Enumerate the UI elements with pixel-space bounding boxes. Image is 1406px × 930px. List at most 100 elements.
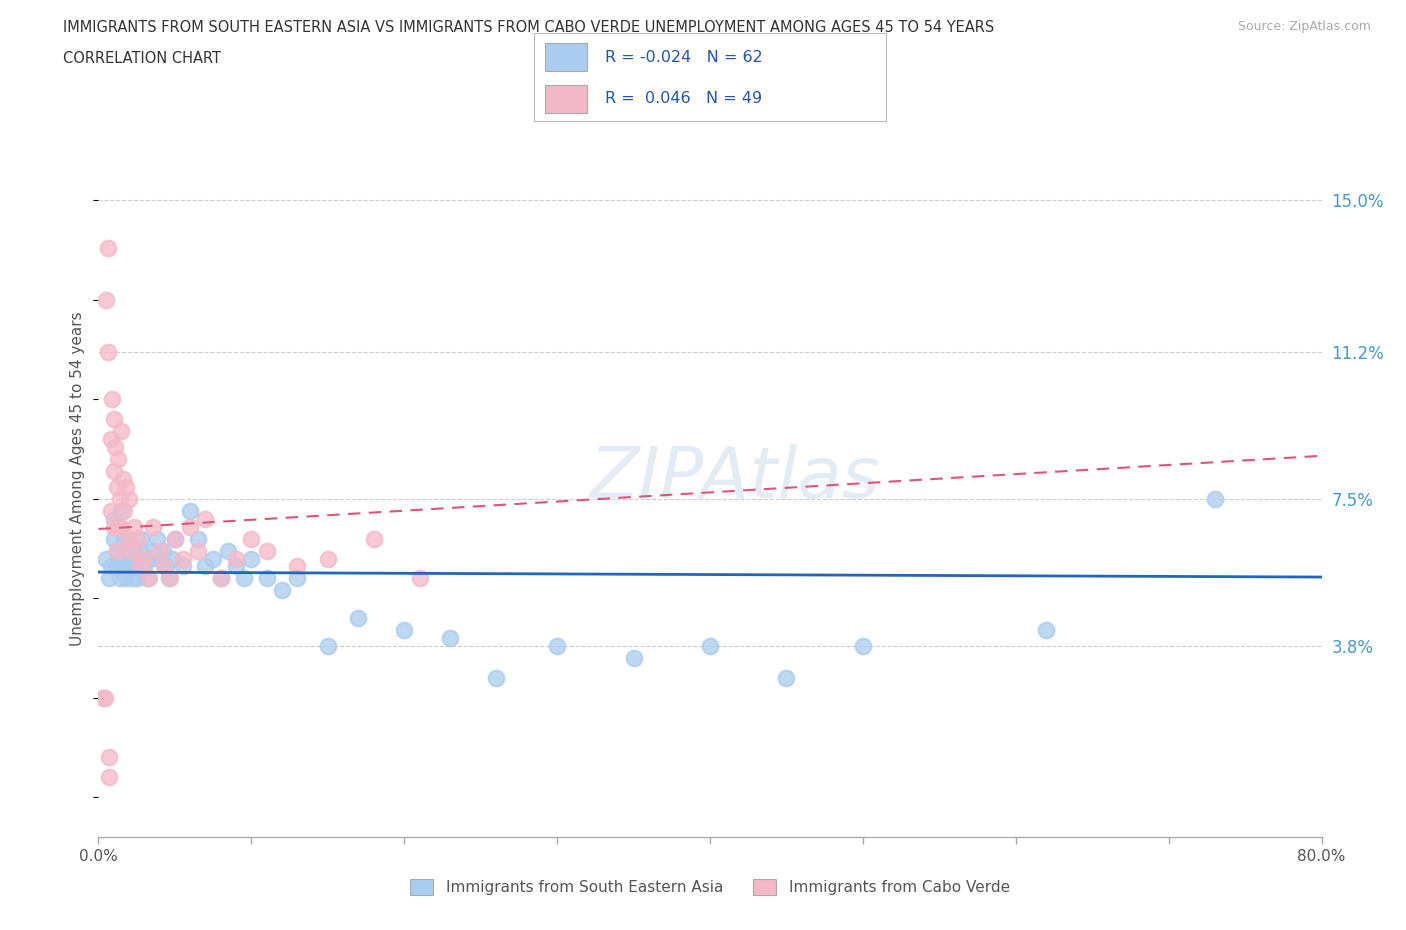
- Point: [128, 543, 150, 558]
- Point: [91, 690, 114, 705]
- Point: [93, 690, 115, 705]
- Point: [100, 503, 122, 518]
- Point: [157, 571, 180, 586]
- Point: [124, 559, 146, 574]
- Point: [209, 571, 232, 586]
- Point: [187, 543, 209, 558]
- Point: [107, 452, 129, 467]
- Point: [111, 472, 134, 486]
- Point: [108, 491, 131, 506]
- FancyBboxPatch shape: [544, 43, 588, 72]
- Text: R = -0.024   N = 62: R = -0.024 N = 62: [605, 50, 762, 65]
- Point: [363, 531, 385, 546]
- Point: [100, 559, 122, 574]
- Point: [775, 671, 797, 685]
- Point: [118, 531, 141, 546]
- Point: [172, 559, 194, 574]
- Point: [153, 559, 176, 574]
- Legend: Immigrants from South Eastern Asia, Immigrants from Cabo Verde: Immigrants from South Eastern Asia, Immi…: [405, 872, 1015, 901]
- Point: [138, 571, 160, 586]
- Point: [103, 412, 125, 427]
- Point: [285, 559, 308, 574]
- Point: [121, 543, 143, 558]
- Point: [98, 770, 121, 785]
- Point: [699, 639, 721, 654]
- Point: [194, 512, 217, 526]
- Point: [107, 519, 129, 534]
- Point: [125, 571, 148, 586]
- Point: [149, 551, 172, 566]
- Point: [128, 559, 150, 574]
- Point: [105, 543, 128, 558]
- FancyBboxPatch shape: [544, 85, 588, 113]
- Point: [97, 241, 120, 256]
- Point: [209, 571, 232, 586]
- Point: [105, 559, 128, 574]
- Point: [225, 559, 247, 574]
- Point: [103, 512, 125, 526]
- Point: [179, 503, 201, 518]
- Point: [194, 559, 217, 574]
- Point: [316, 551, 339, 566]
- Point: [122, 519, 145, 534]
- Point: [1204, 491, 1226, 506]
- Point: [101, 392, 124, 406]
- Point: [122, 543, 145, 558]
- Point: [94, 551, 117, 566]
- Point: [104, 440, 127, 455]
- Point: [439, 631, 461, 645]
- Point: [149, 543, 172, 558]
- Point: [163, 531, 186, 546]
- Point: [112, 531, 135, 546]
- Text: R =  0.046   N = 49: R = 0.046 N = 49: [605, 91, 762, 106]
- Point: [136, 571, 159, 586]
- Point: [97, 344, 120, 359]
- Point: [108, 571, 131, 586]
- Point: [111, 559, 134, 574]
- Point: [347, 611, 370, 626]
- Point: [152, 543, 174, 558]
- Point: [103, 531, 125, 546]
- Point: [121, 571, 143, 586]
- Point: [546, 639, 568, 654]
- Point: [117, 543, 139, 558]
- Point: [98, 750, 121, 764]
- Point: [285, 571, 308, 586]
- Point: [240, 551, 263, 566]
- Point: [408, 571, 430, 586]
- Point: [134, 559, 156, 574]
- Point: [172, 551, 194, 566]
- Point: [127, 551, 149, 566]
- Text: ZIPAtlas: ZIPAtlas: [589, 445, 880, 513]
- Point: [94, 293, 117, 308]
- Point: [232, 571, 254, 586]
- Point: [139, 551, 162, 566]
- Point: [852, 639, 875, 654]
- Point: [115, 551, 138, 566]
- Point: [163, 531, 186, 546]
- Point: [1035, 623, 1057, 638]
- Point: [217, 543, 239, 558]
- Point: [110, 424, 132, 439]
- Point: [145, 531, 167, 546]
- Text: Source: ZipAtlas.com: Source: ZipAtlas.com: [1237, 20, 1371, 33]
- Point: [110, 551, 132, 566]
- Point: [118, 559, 141, 574]
- Point: [120, 551, 142, 566]
- Point: [256, 543, 278, 558]
- Point: [155, 559, 177, 574]
- Point: [270, 583, 292, 598]
- Point: [316, 639, 339, 654]
- Point: [256, 571, 278, 586]
- Point: [115, 571, 138, 586]
- Point: [112, 503, 135, 518]
- Point: [103, 463, 125, 478]
- Point: [159, 571, 181, 586]
- Point: [110, 519, 132, 534]
- Point: [118, 491, 141, 506]
- Point: [105, 480, 128, 495]
- Y-axis label: Unemployment Among Ages 45 to 54 years: Unemployment Among Ages 45 to 54 years: [70, 312, 86, 646]
- Point: [98, 571, 121, 586]
- Point: [392, 623, 416, 638]
- Point: [160, 551, 183, 566]
